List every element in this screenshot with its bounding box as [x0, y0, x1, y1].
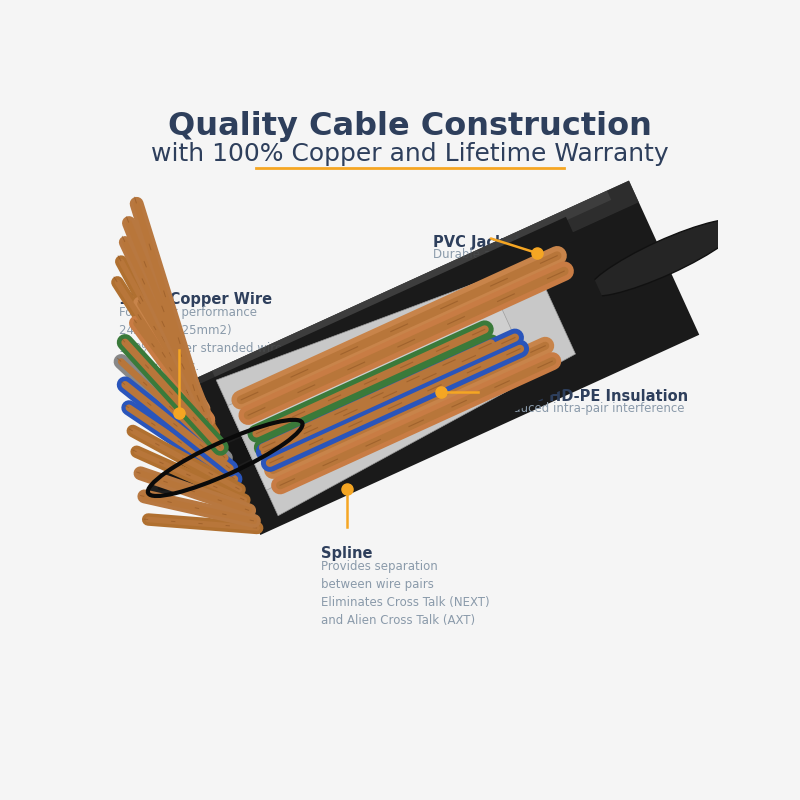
Polygon shape: [228, 298, 524, 490]
Polygon shape: [212, 190, 611, 380]
Polygon shape: [193, 217, 630, 529]
Text: For reduced intra-pair interference: For reduced intra-pair interference: [479, 402, 685, 415]
Polygon shape: [190, 181, 699, 535]
Text: 100% Copper Wire: 100% Copper Wire: [119, 292, 272, 307]
Text: PVC Jacket: PVC Jacket: [433, 234, 522, 250]
Ellipse shape: [158, 425, 293, 490]
Text: with 100% Copper and Lifetime Warranty: with 100% Copper and Lifetime Warranty: [151, 142, 669, 166]
Text: Flexible HD-PE Insulation: Flexible HD-PE Insulation: [479, 389, 689, 403]
Polygon shape: [190, 181, 638, 402]
Text: Spline: Spline: [322, 546, 373, 562]
Text: For better performance
24AWG (0.25mm2)
100% copper stranded wire
twisted pairs.: For better performance 24AWG (0.25mm2) 1…: [119, 306, 282, 374]
Ellipse shape: [148, 420, 302, 496]
Polygon shape: [240, 344, 468, 463]
Text: Durable and Flexible: Durable and Flexible: [433, 249, 555, 262]
Text: Provides separation
between wire pairs
Eliminates Cross Talk (NEXT)
and Alien Cr: Provides separation between wire pairs E…: [322, 560, 490, 627]
Text: Quality Cable Construction: Quality Cable Construction: [168, 111, 652, 142]
Ellipse shape: [586, 219, 742, 296]
Polygon shape: [216, 262, 575, 516]
